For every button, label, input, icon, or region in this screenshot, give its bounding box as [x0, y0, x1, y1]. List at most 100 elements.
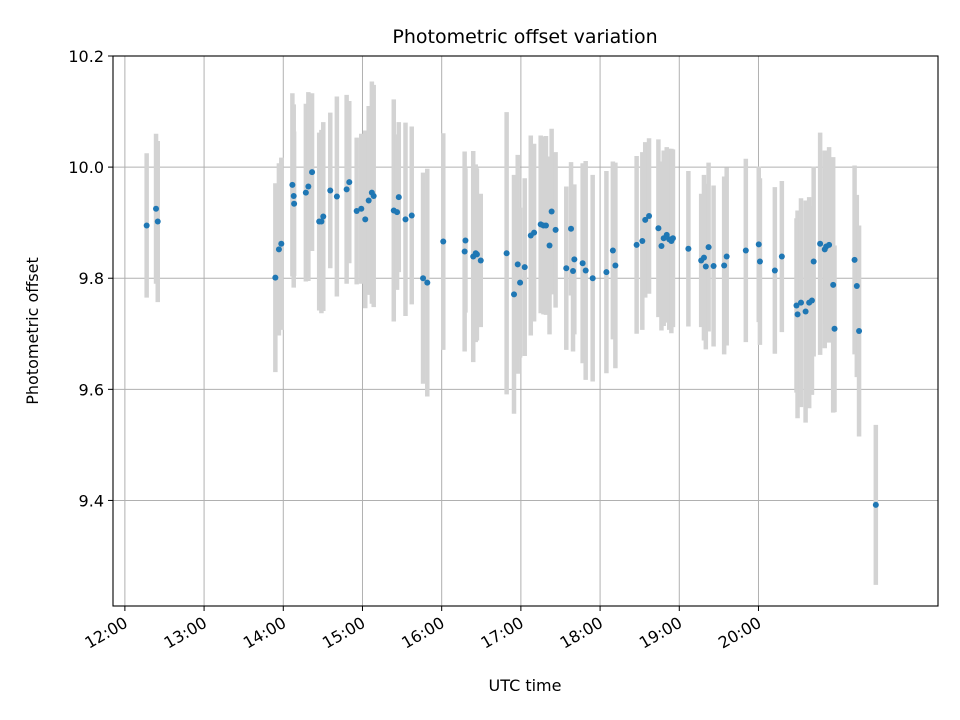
data-point [370, 193, 377, 199]
data-point [548, 208, 555, 215]
data-point [462, 237, 469, 244]
data-point [440, 238, 447, 245]
data-point [603, 269, 610, 276]
data-point [358, 205, 365, 212]
data-point [568, 225, 575, 232]
data-point [309, 169, 316, 176]
data-point [571, 256, 578, 263]
data-point [343, 186, 350, 193]
data-point [633, 241, 640, 248]
data-point [755, 241, 762, 248]
data-point [563, 265, 570, 272]
data-point [797, 299, 804, 306]
data-point [771, 267, 778, 274]
data-point [705, 244, 712, 251]
data-point [570, 268, 577, 274]
data-point [646, 213, 653, 219]
data-point [333, 193, 340, 200]
data-point [700, 254, 707, 261]
data-point [655, 225, 662, 232]
data-point [546, 242, 553, 249]
data-point [517, 279, 524, 286]
data-point [153, 205, 160, 212]
plot-frame [112, 55, 939, 607]
data-points [143, 169, 879, 508]
data-point [318, 218, 325, 225]
data-point [154, 218, 161, 225]
data-point [642, 216, 649, 223]
data-point [742, 247, 749, 254]
data-point [817, 240, 824, 247]
y-tick-label: 10.0 [68, 158, 104, 177]
data-point [346, 179, 353, 186]
data-point [424, 279, 431, 286]
data-point [582, 267, 589, 274]
data-point [830, 281, 837, 288]
data-point [394, 209, 401, 216]
data-point [669, 235, 676, 242]
data-point [278, 240, 285, 247]
data-point [143, 222, 150, 229]
data-point [503, 250, 510, 257]
data-point [853, 283, 860, 289]
data-point [810, 258, 817, 265]
data-point [320, 213, 327, 220]
data-point [289, 181, 296, 188]
data-point [658, 243, 665, 249]
y-axis-ticks: 9.4 9.6 9.8 10.0 10.2 [68, 47, 113, 510]
data-point [609, 247, 616, 254]
data-point [872, 501, 879, 508]
data-point [290, 193, 297, 199]
y-tick-label: 10.2 [68, 47, 104, 66]
chart-title: Photometric offset variation [392, 26, 657, 48]
y-tick-label: 9.4 [79, 491, 104, 510]
data-point [639, 238, 646, 244]
data-point [826, 241, 833, 248]
data-point [702, 263, 709, 270]
data-point [552, 226, 559, 233]
data-point [420, 275, 427, 282]
data-point [521, 264, 528, 271]
data-point [723, 253, 730, 260]
data-point [408, 212, 415, 219]
data-point [612, 262, 619, 269]
data-point [663, 231, 670, 238]
y-tick-label: 9.6 [79, 380, 104, 399]
data-point [365, 197, 372, 204]
x-axis-label: UTC time [489, 676, 562, 695]
data-point [589, 275, 596, 282]
data-point [473, 251, 480, 258]
data-point [461, 248, 468, 255]
data-point [793, 302, 800, 309]
data-point [353, 208, 360, 214]
data-point [778, 253, 785, 260]
data-point [275, 246, 282, 253]
data-point [831, 325, 838, 332]
data-point [579, 260, 586, 267]
data-point [856, 328, 863, 334]
data-point [477, 257, 484, 264]
data-point [327, 187, 334, 194]
data-point [721, 262, 728, 269]
data-point [395, 194, 402, 201]
data-point [802, 308, 809, 315]
data-point [305, 183, 312, 190]
data-point [710, 263, 717, 269]
data-point [685, 245, 692, 252]
data-point [402, 216, 409, 223]
data-point [808, 297, 815, 304]
data-point [514, 261, 521, 268]
data-point [302, 189, 309, 196]
y-axis-label: Photometric offset [23, 257, 42, 405]
data-point [794, 311, 801, 318]
data-point [851, 256, 858, 263]
data-point [362, 216, 369, 223]
data-point [511, 291, 518, 298]
data-point [542, 222, 549, 229]
data-point [272, 274, 279, 281]
data-point [291, 200, 298, 207]
data-point [531, 229, 538, 236]
data-point [756, 258, 763, 265]
